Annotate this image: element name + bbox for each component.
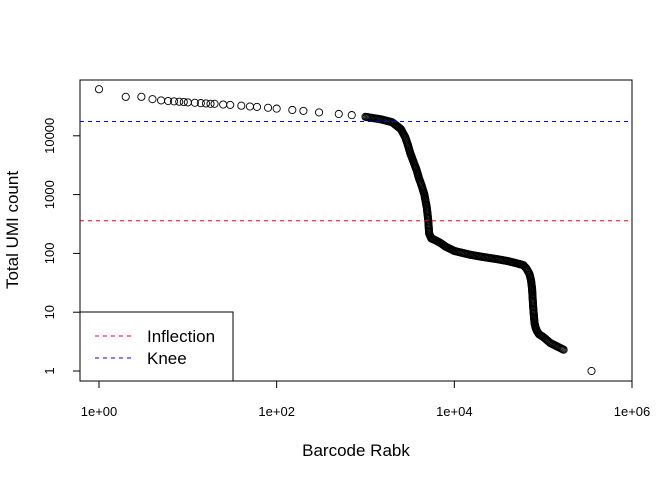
data-point xyxy=(164,97,173,106)
legend-label: Inflection xyxy=(147,327,215,346)
data-point xyxy=(190,98,199,107)
data-point xyxy=(183,98,192,107)
data-point xyxy=(264,103,273,112)
y-tick-label: 10 xyxy=(42,305,57,319)
data-point xyxy=(559,345,568,354)
x-axis: 1e+00 1e+02 1e+04 1e+06 xyxy=(81,380,651,419)
y-tick-label: 1000 xyxy=(42,180,57,209)
data-point xyxy=(226,100,235,109)
data-point xyxy=(347,111,356,120)
data-point xyxy=(137,92,146,101)
data-point xyxy=(245,102,254,111)
legend-box xyxy=(79,311,234,382)
x-tick-label: 1e+00 xyxy=(81,404,118,419)
data-point xyxy=(94,85,104,94)
data-point xyxy=(314,108,324,117)
x-tick-label: 1e+04 xyxy=(436,404,473,419)
data-point xyxy=(201,99,211,108)
y-tick-label: 100 xyxy=(42,243,57,265)
reference-lines xyxy=(80,121,632,222)
data-point xyxy=(175,97,184,106)
x-axis-title: Barcode Rabk xyxy=(302,441,410,460)
x-tick-label: 1e+02 xyxy=(258,404,295,419)
data-point xyxy=(334,109,343,119)
y-tick-label: 10000 xyxy=(42,118,57,154)
data-point xyxy=(196,99,205,108)
legend: Inflection Knee xyxy=(79,311,234,382)
data-point xyxy=(272,104,281,113)
data-point xyxy=(210,99,219,108)
data-point xyxy=(288,105,297,115)
data-point xyxy=(587,366,596,376)
data-point xyxy=(121,92,130,101)
x-tick-label: 1e+06 xyxy=(614,404,651,419)
data-point xyxy=(179,98,188,107)
data-point xyxy=(252,102,262,111)
legend-label: Knee xyxy=(147,349,187,368)
y-axis-title: Total UMI count xyxy=(3,171,22,289)
y-axis: 1 10 100 1000 10000 xyxy=(42,118,81,375)
data-point xyxy=(206,99,215,108)
y-tick-label: 1 xyxy=(42,367,57,374)
data-points xyxy=(94,85,596,376)
data-point xyxy=(148,95,157,104)
data-point xyxy=(299,106,308,115)
data-point xyxy=(219,100,228,109)
data-point xyxy=(170,97,179,106)
data-point xyxy=(237,101,246,110)
data-point xyxy=(157,96,166,105)
